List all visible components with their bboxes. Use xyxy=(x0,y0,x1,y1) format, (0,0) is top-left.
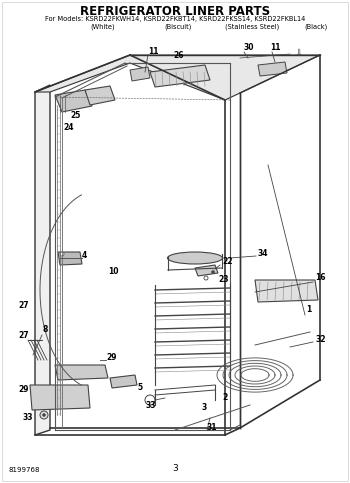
Text: ⇓: ⇓ xyxy=(294,48,302,58)
Polygon shape xyxy=(150,65,210,87)
Text: 8: 8 xyxy=(42,326,47,335)
Text: REFRIGERATOR LINER PARTS: REFRIGERATOR LINER PARTS xyxy=(80,5,270,18)
Text: 11: 11 xyxy=(270,43,280,53)
Text: 4: 4 xyxy=(82,251,87,259)
Text: 33: 33 xyxy=(23,413,34,423)
Text: 26: 26 xyxy=(173,52,183,60)
Text: (White): (White) xyxy=(91,23,115,29)
Text: 1: 1 xyxy=(306,306,311,314)
Polygon shape xyxy=(35,55,320,100)
Text: 29: 29 xyxy=(106,353,117,361)
Text: 31: 31 xyxy=(207,424,217,432)
Text: 16: 16 xyxy=(315,273,326,283)
Text: 3: 3 xyxy=(202,403,207,412)
Polygon shape xyxy=(30,385,90,410)
Text: (Biscuit): (Biscuit) xyxy=(164,23,192,29)
Polygon shape xyxy=(85,86,115,105)
Circle shape xyxy=(60,252,64,256)
Text: 30: 30 xyxy=(244,43,254,53)
Ellipse shape xyxy=(168,252,223,264)
Polygon shape xyxy=(55,365,108,380)
Circle shape xyxy=(204,276,208,280)
Text: 11: 11 xyxy=(148,46,159,56)
Text: 32: 32 xyxy=(316,336,327,344)
Polygon shape xyxy=(58,252,82,265)
Circle shape xyxy=(42,413,46,416)
Polygon shape xyxy=(195,265,218,276)
Text: 34: 34 xyxy=(258,248,268,257)
Circle shape xyxy=(211,270,215,273)
Text: For Models: KSRD22FKWH14, KSRD22FKBT14, KSRD22FKSS14, KSRD22FKBL14: For Models: KSRD22FKWH14, KSRD22FKBT14, … xyxy=(45,16,305,22)
Text: 3: 3 xyxy=(172,464,178,473)
Text: 27: 27 xyxy=(18,330,29,340)
Text: 29: 29 xyxy=(18,385,28,395)
Text: 25: 25 xyxy=(70,111,80,119)
Polygon shape xyxy=(55,90,92,112)
Polygon shape xyxy=(255,280,318,302)
Polygon shape xyxy=(258,62,287,76)
Text: 27: 27 xyxy=(18,300,29,310)
Text: (Stainless Steel): (Stainless Steel) xyxy=(225,23,279,29)
Text: (Black): (Black) xyxy=(304,23,328,29)
Text: 33: 33 xyxy=(146,400,156,410)
Text: 2: 2 xyxy=(222,393,227,401)
Polygon shape xyxy=(110,375,137,388)
Polygon shape xyxy=(130,67,150,81)
Text: 5: 5 xyxy=(137,383,142,392)
Text: 8199768: 8199768 xyxy=(8,467,40,473)
Text: 23: 23 xyxy=(218,275,229,284)
Polygon shape xyxy=(35,85,50,435)
Circle shape xyxy=(40,411,48,419)
Text: 24: 24 xyxy=(63,124,74,132)
Text: 10: 10 xyxy=(108,268,119,276)
Text: 22: 22 xyxy=(222,257,232,267)
